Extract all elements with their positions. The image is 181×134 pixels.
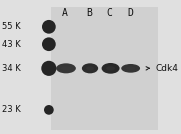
Ellipse shape (61, 66, 71, 70)
FancyBboxPatch shape (51, 7, 158, 130)
Ellipse shape (102, 63, 120, 74)
Text: C: C (107, 8, 113, 18)
Ellipse shape (86, 66, 94, 70)
Ellipse shape (56, 63, 76, 73)
Text: 34 K: 34 K (2, 64, 20, 73)
Ellipse shape (126, 67, 135, 70)
Point (47, 43, 50, 45)
Text: B: B (86, 8, 92, 18)
Point (47, 109, 50, 111)
Point (47, 67, 50, 69)
Text: 55 K: 55 K (2, 22, 20, 31)
Point (47, 26, 50, 28)
Ellipse shape (82, 63, 98, 73)
Text: A: A (62, 8, 68, 18)
Text: 23 K: 23 K (2, 105, 20, 114)
Ellipse shape (106, 66, 115, 70)
Text: 43 K: 43 K (2, 40, 20, 49)
Text: Cdk4: Cdk4 (155, 64, 178, 73)
Text: D: D (127, 8, 133, 18)
Ellipse shape (121, 64, 140, 73)
